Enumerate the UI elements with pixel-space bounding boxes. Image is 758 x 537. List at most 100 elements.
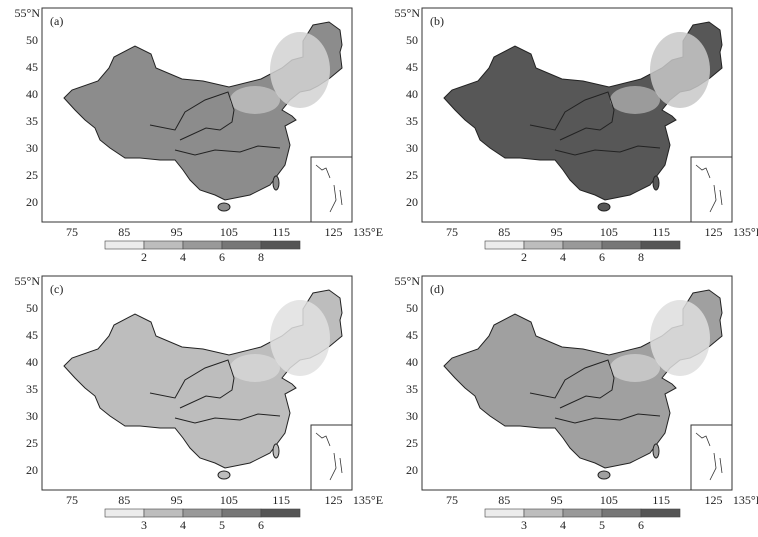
lat-tick-label: 40	[406, 355, 418, 369]
colorbar-segment	[143, 240, 184, 250]
east-region	[270, 32, 330, 108]
lat-tick-label: 30	[26, 141, 38, 155]
lon-tick-label: 125	[705, 493, 723, 507]
colorbar-segment	[484, 240, 525, 250]
lat-tick-label: 20	[406, 463, 418, 477]
taiwan	[652, 175, 660, 191]
lon-tick-label: 115	[272, 493, 290, 507]
colorbar-segment	[562, 240, 603, 250]
colorbar-segment	[640, 240, 681, 250]
inset-box	[310, 424, 353, 491]
lat-tick-label: 40	[26, 87, 38, 101]
colorbar-tick-label: 2	[141, 250, 147, 264]
colorbar-tick-label: 5	[599, 518, 605, 532]
lon-tick-label: 115	[652, 225, 670, 239]
lat-tick-label: 35	[26, 382, 38, 396]
colorbar-tick-label: 8	[258, 250, 264, 264]
lat-tick-label: 55°N	[15, 274, 41, 288]
lat-tick-label: 25	[26, 168, 38, 182]
lon-tick-label: 135°E	[353, 493, 383, 507]
east-region	[650, 300, 710, 376]
lon-tick-label: 95	[551, 493, 563, 507]
panel-label: (d)	[430, 282, 444, 296]
lat-tick-label: 20	[26, 195, 38, 209]
colorbar-tick-label: 4	[180, 250, 186, 264]
north-region	[610, 86, 660, 114]
colorbar-segment	[221, 508, 262, 518]
lat-tick-label: 30	[406, 409, 418, 423]
colorbar-segment	[484, 508, 525, 518]
lat-tick-label: 25	[406, 168, 418, 182]
lon-tick-label: 85	[498, 225, 510, 239]
colorbar-tick-label: 6	[219, 250, 225, 264]
lat-tick-label: 40	[26, 355, 38, 369]
lon-tick-label: 95	[171, 225, 183, 239]
inset-coast	[315, 164, 343, 213]
lon-tick-label: 135°E	[733, 493, 758, 507]
map-panel: (a) 55°N 50 45 40 35 30 25 20 75 85 95 105 115 125 135°…	[15, 6, 384, 264]
lon-tick-label: 75	[446, 493, 458, 507]
lat-tick-label: 50	[26, 301, 38, 315]
lon-tick-label: 125	[705, 225, 723, 239]
colorbar-segment	[260, 240, 301, 250]
lon-tick-label: 95	[171, 493, 183, 507]
taiwan	[272, 443, 280, 459]
hainan	[217, 202, 231, 212]
lat-tick-label: 55°N	[15, 6, 41, 20]
colorbar-segment	[143, 508, 184, 518]
lat-tick-label: 25	[406, 436, 418, 450]
inset-coast	[315, 432, 343, 481]
lat-tick-label: 50	[406, 301, 418, 315]
lon-tick-label: 115	[272, 225, 290, 239]
lon-tick-label: 75	[66, 225, 78, 239]
lat-tick-label: 40	[406, 87, 418, 101]
lat-tick-label: 20	[406, 195, 418, 209]
colorbar-tick-label: 5	[219, 518, 225, 532]
lon-tick-label: 85	[118, 493, 130, 507]
taiwan	[652, 443, 660, 459]
north-region	[610, 354, 660, 382]
north-region	[230, 86, 280, 114]
lon-tick-label: 105	[220, 225, 238, 239]
colorbar-segment	[182, 508, 223, 518]
inset-box	[690, 156, 733, 223]
east-region	[270, 300, 330, 376]
lat-tick-label: 30	[406, 141, 418, 155]
lat-tick-label: 35	[406, 382, 418, 396]
colorbar-segment	[523, 508, 564, 518]
lon-tick-label: 125	[325, 225, 343, 239]
colorbar-tick-label: 6	[258, 518, 264, 532]
lat-tick-label: 50	[406, 33, 418, 47]
lon-tick-label: 95	[551, 225, 563, 239]
north-region	[230, 354, 280, 382]
lon-tick-label: 125	[325, 493, 343, 507]
colorbar-tick-label: 8	[638, 250, 644, 264]
lat-tick-label: 50	[26, 33, 38, 47]
inset-box	[690, 424, 733, 491]
colorbar-tick-label: 6	[638, 518, 644, 532]
lat-tick-label: 45	[406, 60, 418, 74]
colorbar-segment	[104, 240, 145, 250]
inset-box	[310, 156, 353, 223]
lon-tick-label: 105	[600, 225, 618, 239]
east-region	[650, 32, 710, 108]
colorbar-segment	[182, 240, 223, 250]
colorbar-segment	[640, 508, 681, 518]
colorbar-segment	[260, 508, 301, 518]
inset-coast	[695, 432, 723, 481]
colorbar-segment	[601, 240, 642, 250]
colorbar-tick-label: 6	[599, 250, 605, 264]
lat-tick-label: 45	[406, 328, 418, 342]
lat-tick-label: 35	[26, 114, 38, 128]
lon-tick-label: 75	[446, 225, 458, 239]
lon-tick-label: 135°E	[353, 225, 383, 239]
colorbar-tick-label: 4	[560, 518, 566, 532]
hainan	[597, 470, 611, 480]
colorbar-segment	[221, 240, 262, 250]
lat-tick-label: 25	[26, 436, 38, 450]
lat-tick-label: 55°N	[395, 274, 421, 288]
colorbar-segment	[523, 240, 564, 250]
